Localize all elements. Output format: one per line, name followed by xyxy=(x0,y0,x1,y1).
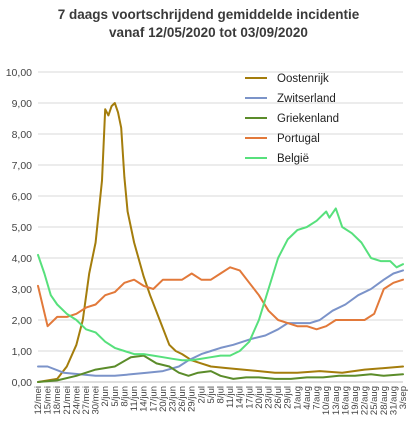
y-tick-label: 5,00 xyxy=(12,222,33,234)
y-tick-label: 7,00 xyxy=(12,160,33,172)
legend-label: Griekenland xyxy=(277,113,339,125)
legend-label: Portugal xyxy=(277,133,320,145)
series-line-belgi xyxy=(37,207,404,362)
x-tick-label: 1/aug xyxy=(292,386,303,410)
x-tick-label: 23/jul xyxy=(264,386,275,409)
x-tick-label: 21/mei xyxy=(62,386,73,415)
x-tick-label: 31/aug xyxy=(388,386,399,415)
y-tick-label: 4,00 xyxy=(12,253,33,265)
x-tick-label: 12/mei xyxy=(33,386,44,415)
legend-label: Oostenrijk xyxy=(277,73,329,85)
x-tick-label: 26/jun xyxy=(177,386,188,412)
x-tick-label: 2/jul xyxy=(196,386,207,403)
y-tick-label: 0,00 xyxy=(12,377,33,389)
x-tick-label: 17/jun xyxy=(148,386,159,412)
x-tick-label: 20/jun xyxy=(158,386,169,412)
series-line-zwitserland xyxy=(37,269,404,377)
y-tick-label: 3,00 xyxy=(12,284,33,296)
x-tick-label: 29/jul xyxy=(283,386,294,409)
y-tick-label: 8,00 xyxy=(12,129,33,141)
y-tick-label: 10,00 xyxy=(6,67,32,79)
x-tick-label: 17/jul xyxy=(244,386,255,409)
x-tick-label: 5/jun xyxy=(110,386,121,407)
chart-subtitle: vanaf 12/05/2020 tot 03/09/2020 xyxy=(109,25,308,40)
x-tick-label: 2/jun xyxy=(100,386,111,407)
x-tick-label: 25/aug xyxy=(369,386,380,415)
chart-title-block: 7 daags voortschrijdend gemiddelde incid… xyxy=(0,6,417,42)
x-tick-label: 23/jun xyxy=(167,386,178,412)
x-tick-label: 13/aug xyxy=(331,386,342,415)
y-tick-label: 2,00 xyxy=(12,315,33,327)
x-tick-label: 18/mei xyxy=(52,386,63,415)
x-tick-label: 27/mei xyxy=(81,386,92,415)
legend-label: Zwitserland xyxy=(277,93,336,105)
x-tick-label: 28/aug xyxy=(379,386,390,415)
x-tick-label: 5/jul xyxy=(206,386,217,403)
x-tick-label: 30/mei xyxy=(91,386,102,415)
legend-label: België xyxy=(277,153,309,165)
x-tick-label: 22/aug xyxy=(360,386,371,415)
y-tick-label: 1,00 xyxy=(12,346,33,358)
chart-title: 7 daags voortschrijdend gemiddelde incid… xyxy=(57,7,360,22)
x-tick-label: 16/aug xyxy=(340,386,351,415)
y-tick-label: 6,00 xyxy=(12,191,33,203)
x-tick-label: 11/jun xyxy=(129,386,140,411)
x-tick-label: 19/aug xyxy=(350,386,361,415)
x-tick-label: 14/jul xyxy=(235,386,246,409)
y-tick-label: 9,00 xyxy=(12,98,33,110)
x-tick-label: 8/jul xyxy=(216,386,227,403)
series-line-griekenland xyxy=(37,354,404,383)
x-tick-label: 7/aug xyxy=(312,386,323,410)
x-tick-label: 15/mei xyxy=(43,386,54,415)
x-tick-label: 4/aug xyxy=(302,386,313,410)
x-tick-label: 3/sep xyxy=(398,386,409,409)
x-tick-label: 20/jul xyxy=(254,386,265,409)
x-tick-label: 14/jun xyxy=(139,386,150,412)
x-tick-label: 29/jun xyxy=(187,386,198,412)
x-tick-label: 11/jul xyxy=(225,386,236,408)
x-tick-label: 10/aug xyxy=(321,386,332,415)
x-tick-label: 26/jul xyxy=(273,386,284,409)
x-tick-label: 8/jun xyxy=(119,386,130,407)
x-tick-label: 24/mei xyxy=(71,386,82,415)
series-line-oostenrijk xyxy=(37,102,404,383)
series-line-portugal xyxy=(37,266,404,331)
